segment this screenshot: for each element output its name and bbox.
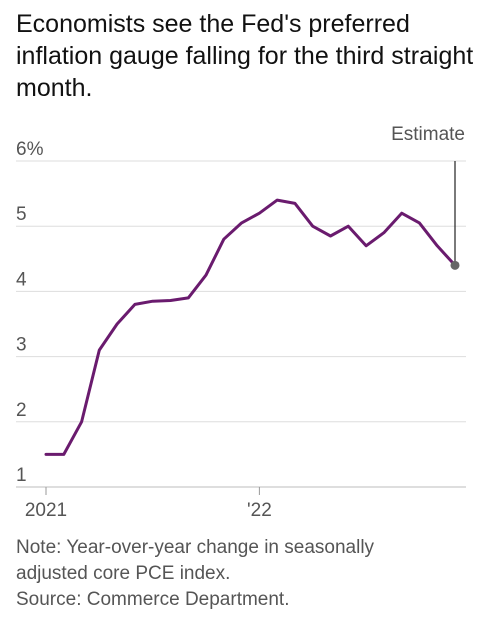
y-axis-ticks: 6% 5 4 3 2 1 (16, 139, 44, 486)
y-tick-label: 6% (16, 139, 44, 160)
annotations: Estimate (391, 124, 465, 266)
source-line: Source: Commerce Department. (16, 589, 290, 610)
x-axis-ticks: 2021 '22 (25, 487, 272, 521)
y-tick-label: 5 (16, 204, 27, 225)
x-tick-label: '22 (247, 500, 272, 521)
series (44, 198, 457, 456)
y-tick-label: 4 (16, 269, 27, 290)
note-line-2: adjusted core PCE index. (16, 563, 231, 584)
markers (450, 260, 460, 270)
y-tick-label: 1 (16, 465, 27, 486)
chart-footnote: Note: Year-over-year change in seasonall… (16, 535, 476, 613)
x-tick-label: 2021 (25, 500, 67, 521)
line-chart: 6% 5 4 3 2 1 2021 '22 Estimate (16, 124, 466, 521)
gridlines (16, 160, 466, 488)
series-line (44, 198, 457, 456)
y-tick-label: 3 (16, 335, 27, 356)
annotation-label: Estimate (391, 124, 465, 145)
y-tick-label: 2 (16, 400, 27, 421)
estimate-marker (450, 260, 460, 270)
chart-title: Economists see the Fed's preferred infla… (16, 10, 474, 102)
note-line-1: Note: Year-over-year change in seasonall… (16, 537, 375, 558)
